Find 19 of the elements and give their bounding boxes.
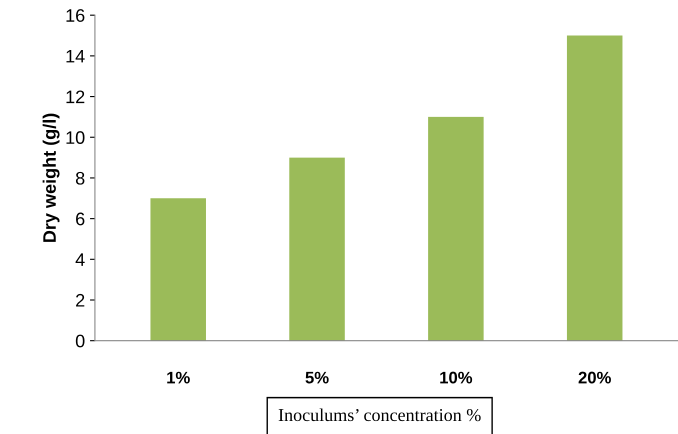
y-tick-label: 16 — [66, 9, 84, 22]
bar — [566, 36, 622, 341]
y-tick-label: 6 — [76, 212, 84, 226]
bar — [428, 116, 484, 341]
y-tick-label: 4 — [76, 253, 85, 266]
x-tick-label: 5% — [306, 372, 329, 384]
y-tick-label: 0 — [76, 334, 84, 348]
y-axis-title: Dry weight (g/l) — [42, 114, 60, 242]
x-tick-label: 1% — [167, 372, 190, 384]
bar — [150, 198, 206, 341]
y-tick-label: 8 — [76, 172, 84, 185]
y-tick-label: 12 — [66, 90, 84, 104]
x-axis-title: Inoculums’ concentration % — [278, 408, 481, 422]
x-tick-label: 10% — [440, 372, 472, 384]
y-tick-label: 2 — [76, 294, 84, 307]
y-tick-label: 14 — [66, 50, 85, 62]
bar — [289, 158, 345, 341]
x-tick-label: 20% — [578, 372, 611, 384]
y-tick-label: 10 — [66, 131, 84, 144]
